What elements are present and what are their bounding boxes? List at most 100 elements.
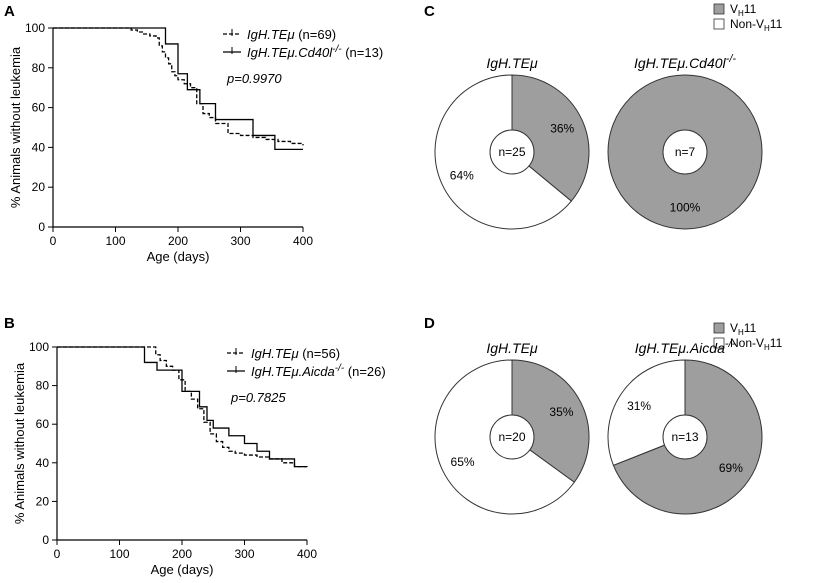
pie-title: IgH.TEμ (486, 55, 538, 71)
key-sub: H (764, 24, 770, 33)
y-tick-label: 40 (32, 140, 46, 154)
panel-label: B (4, 315, 15, 332)
pie-title-sup: -/- (726, 53, 737, 65)
legend-entry-1: IgH.TEμ (n=56) (251, 346, 340, 361)
key-label-2: Non-VH11 (730, 17, 783, 33)
y-axis-title: % Animals without leukemia (12, 362, 27, 524)
pie-title-main: IgH.TEμ.Cd40l (634, 55, 727, 71)
x-tick-label: 100 (105, 234, 125, 248)
pie-slice-label: 35% (549, 405, 573, 419)
key-main: V (730, 321, 738, 335)
pie-title: IgH.TEμ (486, 340, 538, 356)
pie-2: IgH.TEμ.Aicda-/- 69% 31% n=13 (607, 338, 763, 515)
pie-title-sup: -/- (725, 338, 736, 350)
legend-n: (n=26) (344, 364, 386, 379)
panel-label: D (424, 315, 435, 332)
key-main: V (730, 2, 738, 16)
pie-title-main: IgH.TEμ (486, 340, 538, 356)
y-tick-label: 0 (42, 533, 49, 547)
x-tick-label: 0 (50, 234, 57, 248)
pie-title: IgH.TEμ.Cd40l-/- (634, 53, 736, 71)
pie-slice (511, 74, 590, 202)
series-line-2 (53, 27, 303, 151)
pie-slice-label: 69% (719, 461, 743, 475)
y-tick-label: 80 (36, 379, 50, 393)
pie-center-label: n=25 (498, 145, 525, 159)
x-axis-title: Age (days) (147, 249, 210, 264)
panel-label: C (424, 3, 435, 20)
pie-slice-label: 36% (550, 121, 574, 135)
key-label-1: VH11 (730, 321, 757, 337)
pie-center-label: n=13 (671, 430, 698, 444)
x-axis-title: Age (days) (151, 562, 214, 577)
pie-title: IgH.TEμ.Aicda-/- (635, 338, 736, 356)
x-tick-label: 400 (297, 547, 317, 561)
panel-d: D VH11Non-VH11IgH.TEμ35%65%n=20IgH.TEμ.Ai… (424, 315, 783, 515)
y-axis-title: % Animals without leukemia (8, 46, 23, 208)
legend-superscript: -/- (335, 363, 345, 374)
legend-superscript: -/- (332, 44, 342, 55)
legend-entry-2: IgH.TEμ.Cd40l-/- (n=13) (247, 44, 383, 60)
legend-name: IgH.TEμ (247, 27, 295, 42)
key-sub: H (738, 328, 744, 337)
pie-slice-label: 64% (450, 169, 474, 183)
key-swatch-2 (713, 18, 725, 30)
x-tick-label: 300 (234, 547, 254, 561)
pie-center (489, 129, 535, 175)
legend-n: (n=56) (299, 346, 341, 361)
pie-center (662, 129, 708, 175)
pie-slice-label: 100% (670, 201, 701, 215)
pie-1: IgH.TEμ 36% 64% n=25 (434, 55, 590, 230)
pie-title-main: IgH.TEμ (486, 55, 538, 71)
key-rest: 11 (770, 336, 783, 350)
x-tick-label: 400 (293, 234, 313, 248)
key-swatch-2 (713, 337, 725, 349)
legend-name: IgH.TEμ.Cd40l (247, 45, 333, 60)
pie-title-main: IgH.TEμ.Aicda (635, 340, 725, 356)
y-tick-label: 20 (36, 494, 50, 508)
pie-slice-label: 65% (451, 455, 475, 469)
y-tick-label: 20 (32, 180, 46, 194)
legend-n: (n=69) (295, 27, 337, 42)
legend-name: IgH.TEμ (251, 346, 299, 361)
series-line-1 (53, 27, 304, 146)
key-swatch-1 (713, 322, 725, 334)
pie-slice-label: 31% (627, 399, 651, 413)
x-tick-label: 0 (54, 547, 61, 561)
key-label-1: VH11 (730, 2, 757, 18)
key-rest: 11 (744, 2, 757, 16)
key-label-2: Non-VH11 (730, 336, 783, 352)
key-swatch-1 (713, 3, 725, 15)
p-value: p=0.7825 (230, 390, 286, 405)
panel-c: C VH11Non-VH11IgH.TEμ36%64%n=25IgH.TEμ.Cd… (424, 2, 783, 230)
series-line-2 (57, 346, 307, 468)
pie-slice (511, 359, 590, 483)
pie-1: IgH.TEμ 35% 65% n=20 (434, 340, 590, 515)
panel-b: B 0 20 40 60 80 100 0 100 200 300 400 Age (days) % An… (4, 315, 386, 577)
series-line-1 (57, 346, 308, 469)
y-tick-label: 80 (32, 61, 46, 75)
pie-2: IgH.TEμ.Cd40l-/- 100% n=7 (607, 53, 763, 230)
legend-name: IgH.TEμ.Aicda (251, 364, 335, 379)
legend-entry-2: IgH.TEμ.Aicda-/- (n=26) (251, 363, 386, 379)
legend-n: (n=13) (342, 45, 384, 60)
y-tick-label: 40 (36, 456, 50, 470)
x-tick-label: 100 (109, 547, 129, 561)
legend-entry-1: IgH.TEμ (n=69) (247, 27, 336, 42)
pie-center (662, 414, 708, 460)
y-tick-label: 60 (36, 417, 50, 431)
key-sub: H (764, 343, 770, 352)
key-rest: 11 (744, 321, 757, 335)
key-main: Non-V (730, 17, 764, 31)
key-rest: 11 (770, 17, 783, 31)
key-sub: H (738, 9, 744, 18)
pie-center-label: n=7 (675, 145, 696, 159)
y-tick-label: 100 (25, 21, 45, 35)
x-tick-label: 200 (168, 234, 188, 248)
key-main: Non-V (730, 336, 764, 350)
y-tick-label: 100 (29, 340, 49, 354)
y-tick-label: 0 (38, 220, 45, 234)
pie-center-label: n=20 (498, 430, 525, 444)
pie-center (489, 414, 535, 460)
